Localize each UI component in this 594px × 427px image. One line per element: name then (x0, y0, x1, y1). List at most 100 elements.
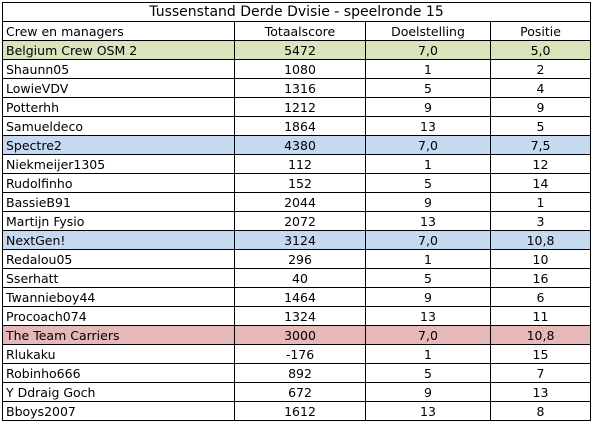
manager-target: 13 (365, 401, 491, 421)
manager-target: 13 (365, 306, 491, 326)
manager-row: Redalou05 296 1 10 (2, 249, 592, 269)
crew-total-score: 3000 (234, 325, 366, 345)
manager-total-score: 1316 (234, 78, 366, 98)
standings-body: Tussenstand Derde Dvisie - speelronde 15… (1, 2, 592, 421)
table-title: Tussenstand Derde Dvisie - speelronde 15 (1, 2, 592, 22)
manager-total-score: 112 (234, 154, 366, 174)
standings-table: Tussenstand Derde Dvisie - speelronde 15… (1, 2, 592, 421)
manager-row: Procoach074 1324 13 11 (2, 306, 592, 326)
manager-name: Martijn Fysio (2, 211, 235, 231)
crew-target: 7,0 (365, 230, 491, 250)
crew-target: 7,0 (365, 325, 491, 345)
manager-position: 5 (489, 116, 592, 136)
manager-total-score: -176 (234, 344, 366, 364)
manager-position: 9 (489, 97, 592, 117)
manager-row: Robinho666 892 5 7 (2, 363, 592, 383)
manager-row: Twannieboy44 1464 9 6 (2, 287, 592, 307)
manager-target: 5 (365, 173, 491, 193)
manager-row: Shaunn05 1080 1 2 (2, 59, 592, 79)
manager-position: 16 (489, 268, 592, 288)
manager-target: 5 (365, 268, 491, 288)
manager-row: Martijn Fysio 2072 13 3 (2, 211, 592, 231)
manager-position: 13 (489, 382, 592, 402)
crew-row: Belgium Crew OSM 2 5472 7,0 5,0 (2, 40, 592, 60)
manager-target: 5 (365, 78, 491, 98)
manager-total-score: 1612 (234, 401, 366, 421)
manager-position: 7 (489, 363, 592, 383)
manager-target: 13 (365, 116, 491, 136)
manager-name: Sserhatt (2, 268, 235, 288)
manager-name: LowieVDV (2, 78, 235, 98)
manager-row: LowieVDV 1316 5 4 (2, 78, 592, 98)
manager-name: Rudolfinho (2, 173, 235, 193)
manager-total-score: 40 (234, 268, 366, 288)
manager-target: 1 (365, 249, 491, 269)
manager-total-score: 672 (234, 382, 366, 402)
manager-target: 1 (365, 154, 491, 174)
crew-total-score: 3124 (234, 230, 366, 250)
manager-target: 9 (365, 97, 491, 117)
manager-target: 9 (365, 287, 491, 307)
manager-name: Niekmeijer1305 (2, 154, 235, 174)
manager-target: 9 (365, 192, 491, 212)
header-positie: Positie (489, 21, 592, 41)
manager-name: Y Ddraig Goch (2, 382, 235, 402)
crew-position: 10,8 (489, 325, 592, 345)
manager-row: Potterhh 1212 9 9 (2, 97, 592, 117)
manager-target: 1 (365, 59, 491, 79)
crew-name: Belgium Crew OSM 2 (2, 40, 235, 60)
crew-target: 7,0 (365, 40, 491, 60)
manager-target: 9 (365, 382, 491, 402)
manager-total-score: 152 (234, 173, 366, 193)
manager-row: BassieB91 2044 9 1 (2, 192, 592, 212)
crew-name: NextGen! (2, 230, 235, 250)
manager-name: Rlukaku (2, 344, 235, 364)
title-row: Tussenstand Derde Dvisie - speelronde 15 (1, 2, 592, 22)
manager-name: Bboys2007 (2, 401, 235, 421)
crew-position: 10,8 (489, 230, 592, 250)
manager-name: Procoach074 (2, 306, 235, 326)
manager-total-score: 1464 (234, 287, 366, 307)
manager-position: 1 (489, 192, 592, 212)
manager-target: 13 (365, 211, 491, 231)
manager-position: 12 (489, 154, 592, 174)
manager-name: Redalou05 (2, 249, 235, 269)
manager-name: Shaunn05 (2, 59, 235, 79)
header-crew-managers: Crew en managers (2, 21, 235, 41)
manager-total-score: 1080 (234, 59, 366, 79)
header-doelstelling: Doelstelling (365, 21, 491, 41)
manager-row: Rudolfinho 152 5 14 (2, 173, 592, 193)
manager-position: 8 (489, 401, 592, 421)
manager-total-score: 1864 (234, 116, 366, 136)
manager-position: 3 (489, 211, 592, 231)
header-row: Crew en managers Totaalscore Doelstellin… (2, 21, 592, 41)
manager-total-score: 1212 (234, 97, 366, 117)
manager-row: Samueldeco 1864 13 5 (2, 116, 592, 136)
manager-name: Twannieboy44 (2, 287, 235, 307)
manager-name: Robinho666 (2, 363, 235, 383)
manager-target: 5 (365, 363, 491, 383)
manager-name: Potterhh (2, 97, 235, 117)
crew-row: The Team Carriers 3000 7,0 10,8 (2, 325, 592, 345)
manager-total-score: 2044 (234, 192, 366, 212)
crew-name: The Team Carriers (2, 325, 235, 345)
manager-position: 4 (489, 78, 592, 98)
manager-row: Sserhatt 40 5 16 (2, 268, 592, 288)
crew-target: 7,0 (365, 135, 491, 155)
manager-name: Samueldeco (2, 116, 235, 136)
crew-total-score: 5472 (234, 40, 366, 60)
manager-total-score: 296 (234, 249, 366, 269)
manager-total-score: 2072 (234, 211, 366, 231)
manager-position: 2 (489, 59, 592, 79)
manager-position: 14 (489, 173, 592, 193)
manager-name: BassieB91 (2, 192, 235, 212)
manager-position: 11 (489, 306, 592, 326)
manager-row: Niekmeijer1305 112 1 12 (2, 154, 592, 174)
manager-total-score: 1324 (234, 306, 366, 326)
crew-total-score: 4380 (234, 135, 366, 155)
manager-position: 6 (489, 287, 592, 307)
manager-row: Y Ddraig Goch 672 9 13 (2, 382, 592, 402)
manager-position: 15 (489, 344, 592, 364)
crew-name: Spectre2 (2, 135, 235, 155)
manager-row: Bboys2007 1612 13 8 (2, 401, 592, 421)
